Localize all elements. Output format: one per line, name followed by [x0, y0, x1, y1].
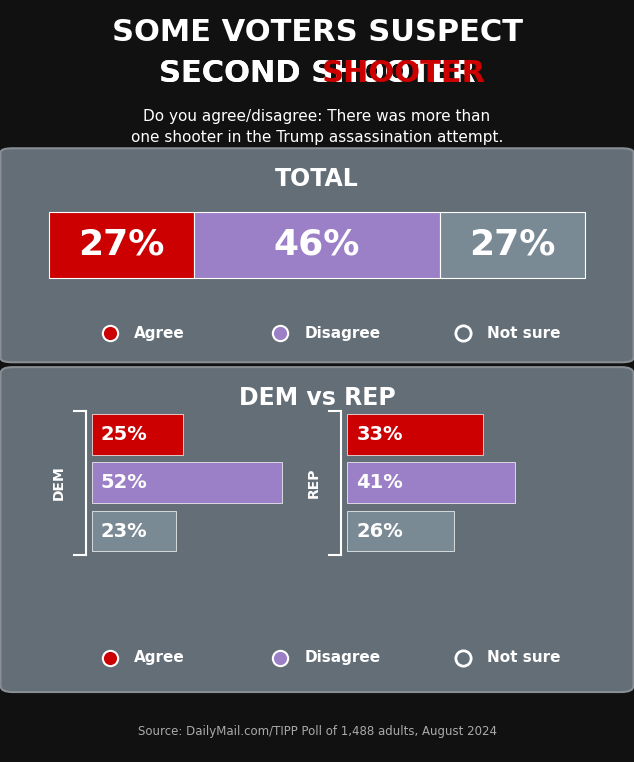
- Text: 23%: 23%: [101, 522, 148, 541]
- Text: 26%: 26%: [356, 522, 403, 541]
- Text: SHOOTER: SHOOTER: [322, 59, 486, 88]
- Bar: [347, 414, 482, 455]
- Text: SECOND SHOOTER: SECOND SHOOTER: [158, 59, 476, 88]
- Text: 41%: 41%: [356, 473, 403, 492]
- Text: 27%: 27%: [79, 228, 165, 262]
- Text: 27%: 27%: [469, 228, 555, 262]
- Text: DEM: DEM: [51, 466, 65, 500]
- Text: Not sure: Not sure: [488, 650, 561, 665]
- Text: Not sure: Not sure: [488, 326, 561, 341]
- Text: Agree: Agree: [134, 650, 185, 665]
- Bar: [49, 212, 194, 278]
- Bar: [92, 511, 176, 552]
- Bar: [347, 511, 454, 552]
- Text: Disagree: Disagree: [305, 326, 381, 341]
- Text: DEM vs REP: DEM vs REP: [238, 386, 396, 410]
- Text: Disagree: Disagree: [305, 650, 381, 665]
- Bar: [440, 212, 585, 278]
- Text: TOTAL: TOTAL: [275, 167, 359, 190]
- Bar: [92, 414, 183, 455]
- Text: 25%: 25%: [101, 424, 148, 443]
- Text: SECOND SHOOTER: SECOND SHOOTER: [158, 59, 476, 88]
- Text: SOME VOTERS SUSPECT: SOME VOTERS SUSPECT: [112, 18, 522, 47]
- Text: 46%: 46%: [274, 228, 360, 262]
- Text: Agree: Agree: [134, 326, 185, 341]
- Bar: [92, 463, 281, 503]
- FancyBboxPatch shape: [1, 149, 633, 362]
- Text: Source: DailyMail.com/TIPP Poll of 1,488 adults, August 2024: Source: DailyMail.com/TIPP Poll of 1,488…: [138, 725, 496, 738]
- FancyBboxPatch shape: [1, 367, 633, 692]
- Bar: [347, 463, 515, 503]
- Text: 52%: 52%: [101, 473, 148, 492]
- Text: REP: REP: [307, 467, 321, 498]
- Bar: [194, 212, 440, 278]
- Text: 33%: 33%: [356, 424, 403, 443]
- Text: Do you agree/disagree: There was more than
one shooter in the Trump assassinatio: Do you agree/disagree: There was more th…: [131, 109, 503, 145]
